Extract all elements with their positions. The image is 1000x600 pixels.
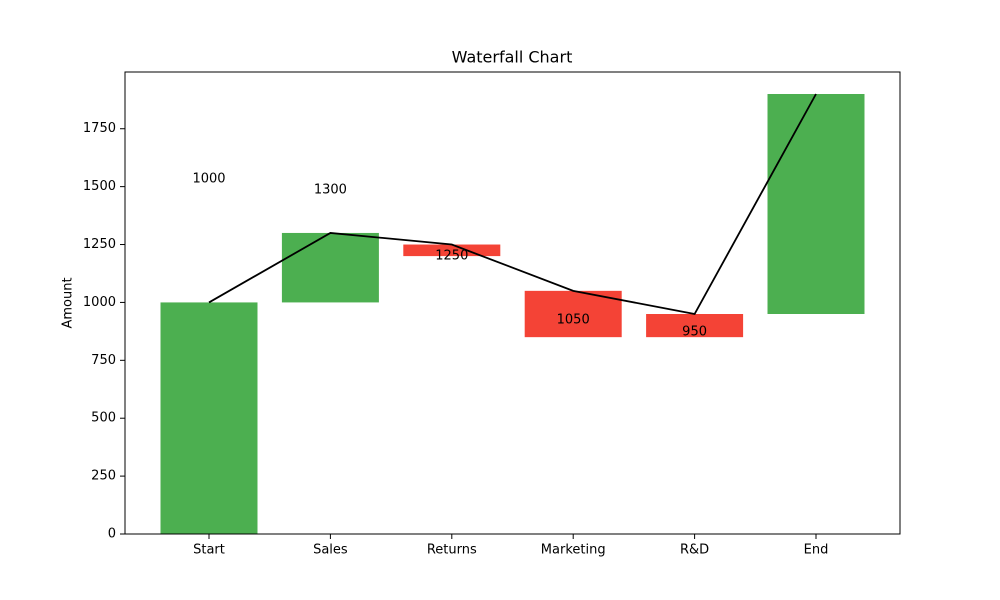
y-axis-label: Amount: [61, 277, 76, 328]
chart-title: Waterfall Chart: [452, 48, 573, 67]
bar: [524, 290, 622, 338]
bar: [403, 244, 501, 257]
y-tick-label: 500: [91, 411, 116, 426]
x-tick-label: R&D: [680, 543, 709, 558]
y-tick-label: 0: [108, 527, 116, 542]
bar: [767, 94, 865, 314]
bar: [281, 232, 379, 303]
data-label: 950: [682, 325, 707, 340]
y-tick-label: 1000: [83, 295, 116, 310]
plot-frame: [124, 71, 901, 535]
line: [208, 93, 817, 316]
y-tick-label: 250: [91, 469, 116, 484]
y-tick-label: 750: [91, 353, 116, 368]
data-label: 1050: [557, 313, 590, 328]
x-tick-label: Returns: [427, 543, 477, 558]
x-tick-label: Sales: [313, 543, 348, 558]
y-tick-label: 1750: [83, 121, 116, 136]
bar: [160, 302, 258, 534]
x-tick-label: Start: [193, 543, 225, 558]
x-tick-label: End: [804, 543, 829, 558]
data-label: 1300: [314, 183, 347, 198]
y-tick-label: 1500: [83, 179, 116, 194]
y-tick-label: 1250: [83, 237, 116, 252]
x-tick-label: Marketing: [541, 543, 606, 558]
data-label: 1250: [435, 249, 468, 264]
data-label: 1000: [192, 172, 225, 187]
bar: [646, 314, 744, 338]
